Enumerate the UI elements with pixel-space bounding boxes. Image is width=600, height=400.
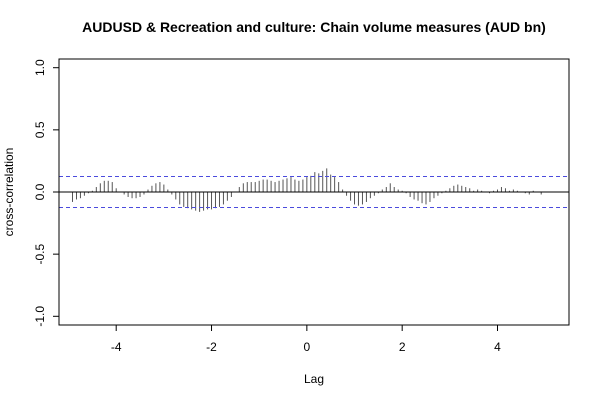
y-tick-label: -1.0 — [33, 306, 47, 327]
x-tick-label: -2 — [206, 340, 217, 354]
y-axis: -1.0 -0.5 0.0 0.5 1.0 — [33, 59, 60, 327]
x-tick-label: -4 — [111, 340, 122, 354]
x-tick-label: 4 — [494, 340, 501, 354]
bar-group — [71, 168, 542, 212]
x-axis: -4 -2 0 2 4 — [111, 324, 501, 354]
y-axis-label: cross-correlation — [2, 148, 16, 237]
y-tick-label: -0.5 — [33, 243, 47, 264]
x-axis-label: Lag — [304, 372, 324, 386]
y-tick-label: 1.0 — [33, 59, 47, 76]
x-tick-label: 2 — [399, 340, 406, 354]
y-tick-label: 0.0 — [33, 183, 47, 200]
y-tick-label: 0.5 — [33, 121, 47, 138]
chart-title: AUDUSD & Recreation and culture: Chain v… — [82, 19, 546, 35]
x-tick-label: 0 — [304, 340, 311, 354]
